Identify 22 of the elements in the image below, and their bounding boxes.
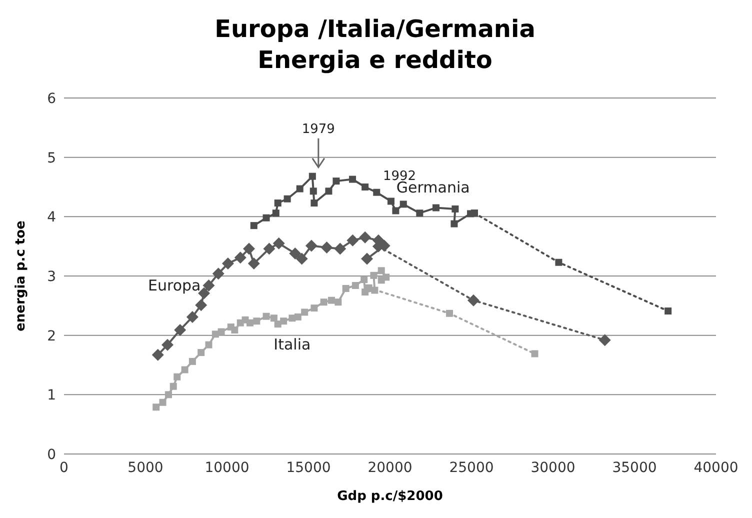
y-axis-title: energia p.c toe [14, 220, 29, 332]
series-label: Italia [274, 335, 311, 354]
x-tick-label: 30000 [530, 460, 576, 476]
y-tick-label: 3 [47, 268, 56, 285]
y-tick-label: 6 [47, 90, 56, 107]
series-label: Europa [148, 276, 201, 295]
y-tick-label: 2 [47, 328, 56, 344]
x-tick-label: 10000 [204, 460, 250, 476]
x-tick-label: 25000 [449, 460, 494, 476]
y-tick-label: 5 [47, 150, 56, 166]
x-tick-label: 0 [60, 460, 68, 476]
x-tick-label: 40000 [694, 460, 738, 476]
x-tick-label: 20000 [368, 460, 412, 476]
y-tick-label: 4 [47, 210, 56, 226]
x-axis-title: Gdp p.c/$2000 [337, 489, 443, 504]
x-tick-label: 5000 [128, 460, 164, 476]
x-tick-label: 35000 [612, 460, 657, 476]
chart-title: Europa /Italia/Germania Energia e reddito [214, 14, 536, 76]
y-tick-label: 0 [47, 446, 56, 463]
y-tick-label: 1 [47, 388, 56, 404]
x-tick-label: 15000 [286, 460, 331, 476]
annotation: 1979 [302, 122, 335, 137]
